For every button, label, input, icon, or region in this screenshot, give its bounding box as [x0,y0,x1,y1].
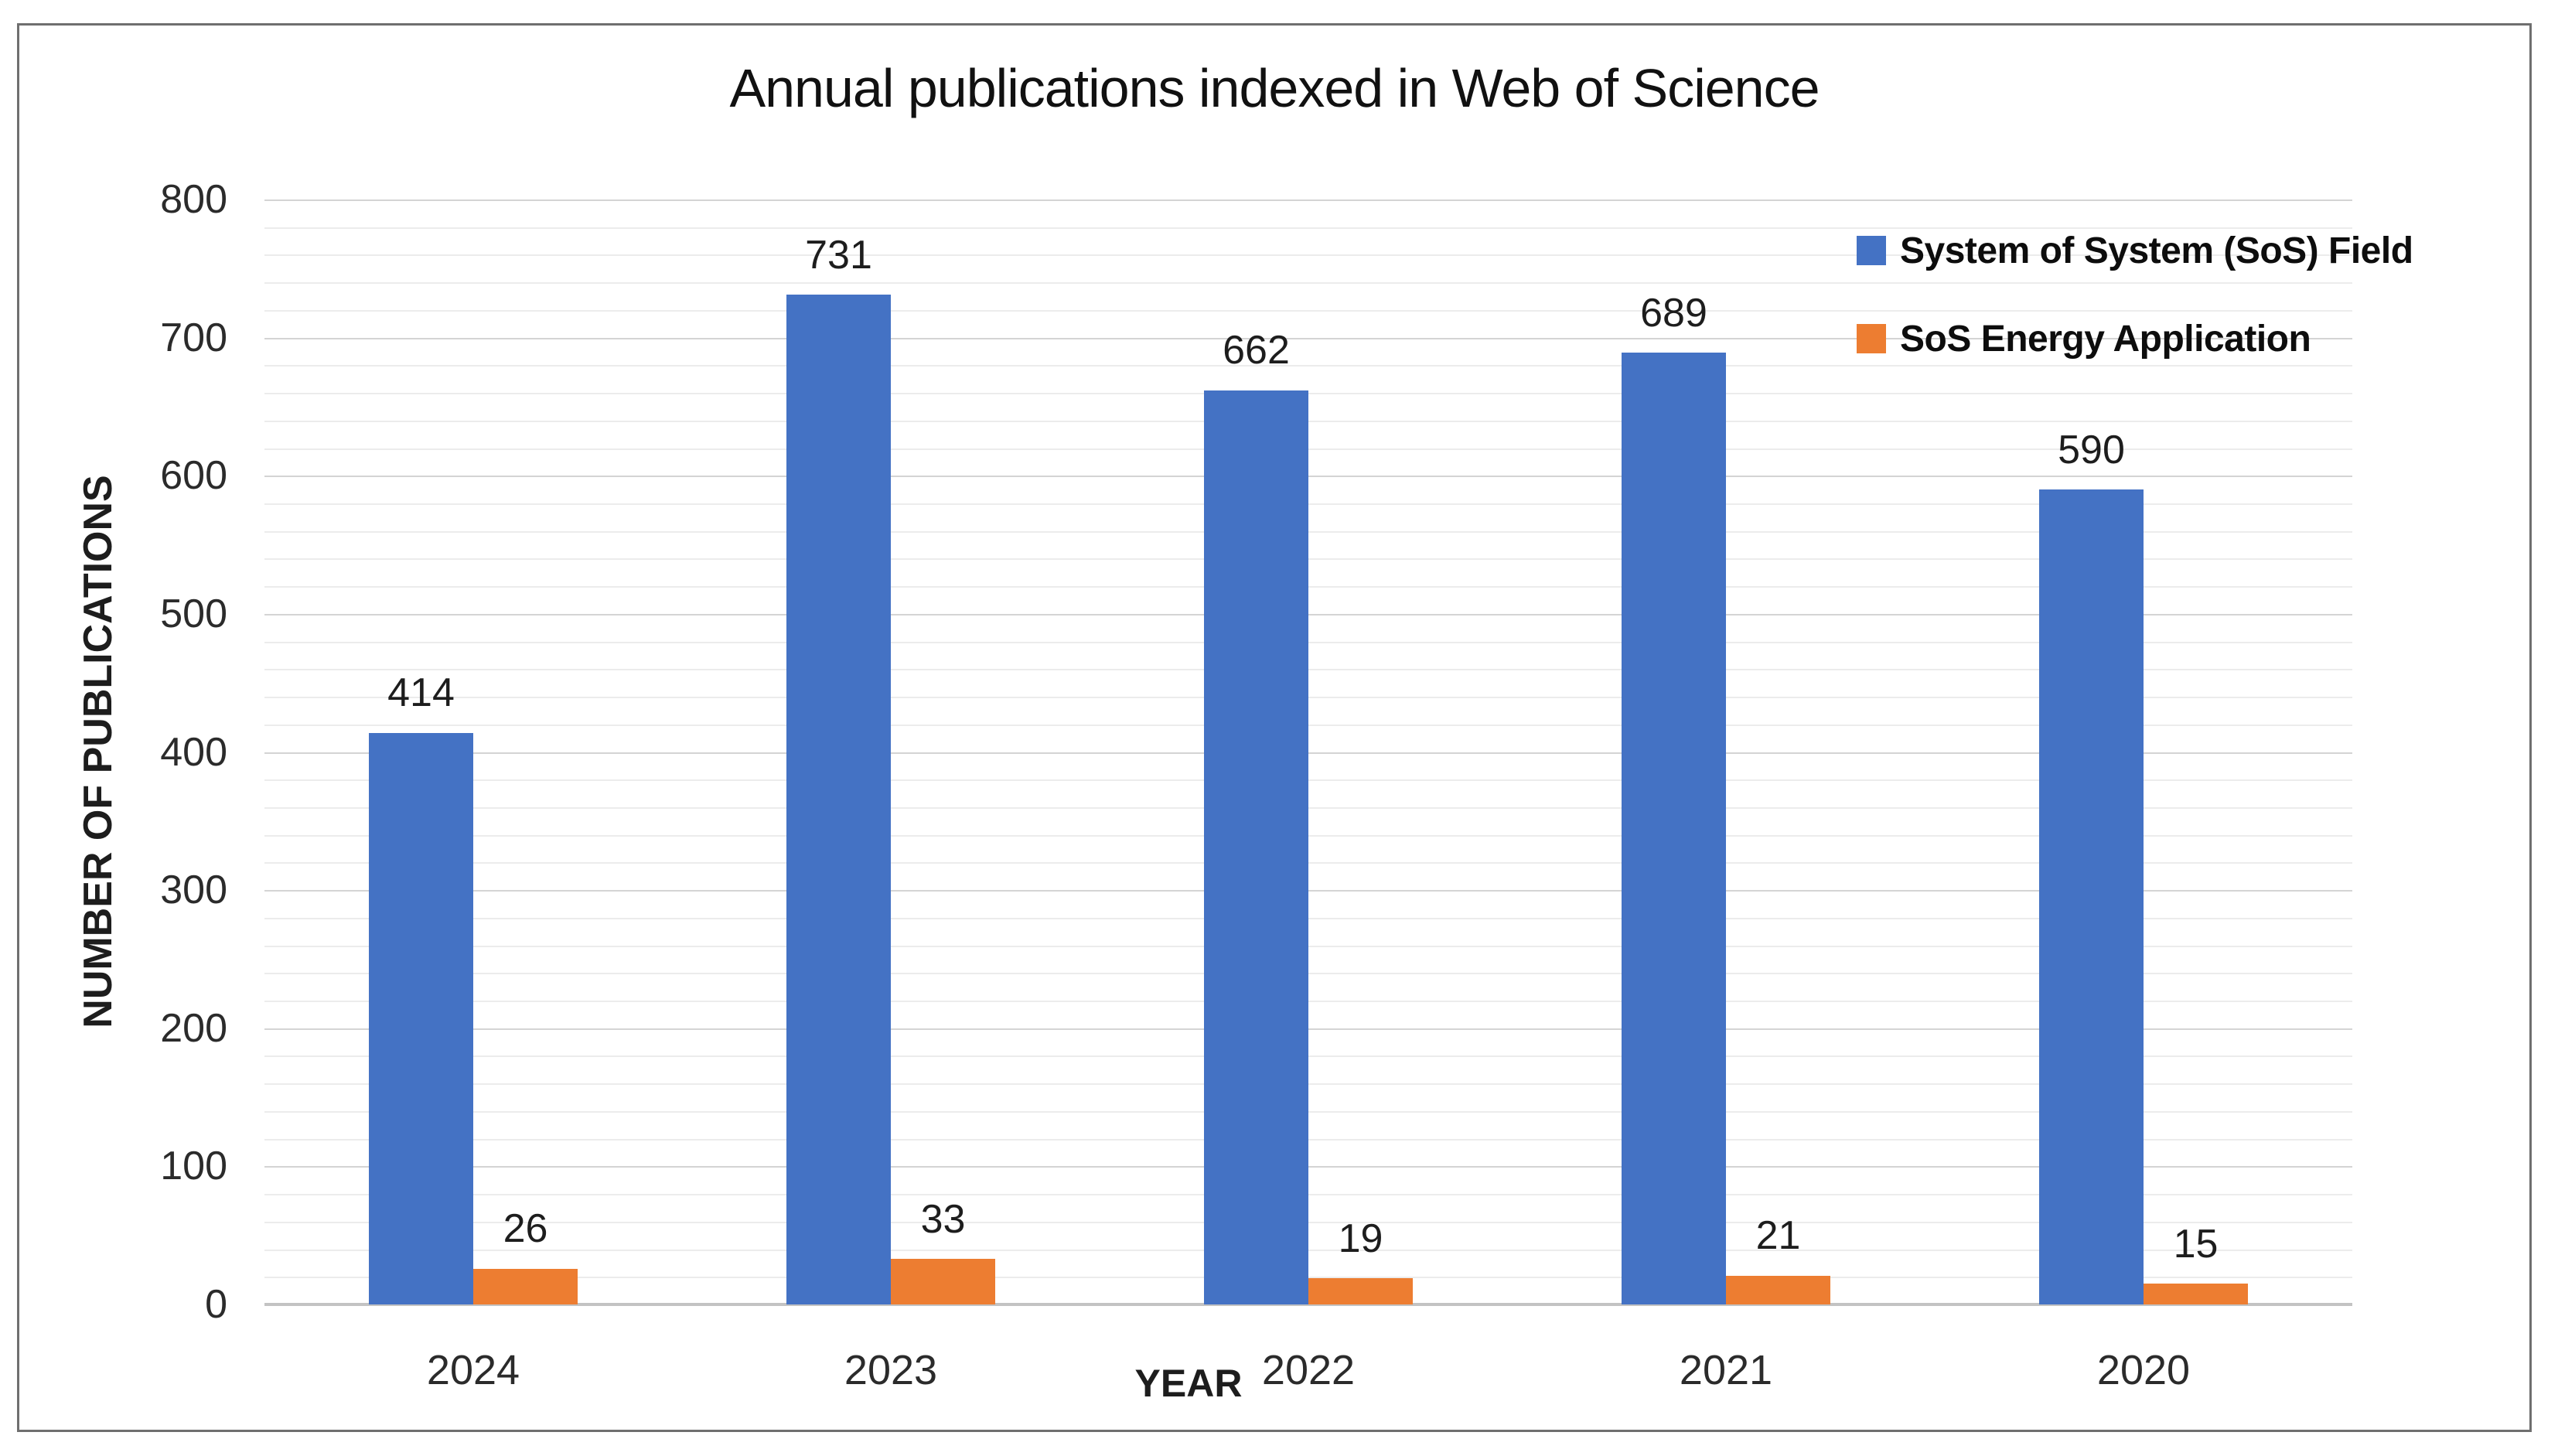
gridline [264,365,2352,367]
bar-sos-field-2022 [1204,390,1308,1304]
gridline [264,254,2352,257]
value-label-sos-energy-2021: 21 [1755,1213,1801,1259]
chart-title: Annual publications indexed in Web of Sc… [729,58,1820,118]
gridline [264,1001,2352,1003]
y-tick-label: 800 [160,177,227,222]
gridline [264,309,2352,312]
gridline [264,1028,2352,1030]
gridline [264,448,2352,450]
y-tick-label: 400 [160,729,227,775]
bar-sos-energy-2022 [1308,1278,1413,1304]
bar-sos-energy-2021 [1726,1275,1830,1304]
bar-sos-field-2024 [369,732,473,1304]
bar-sos-energy-2023 [891,1259,995,1304]
bar-sos-field-2023 [786,295,891,1304]
gridline [264,420,2352,422]
legend-item-sos-field: System of System (SoS) Field [1857,229,2413,272]
value-label-sos-field-2022: 662 [1223,328,1290,373]
bar-sos-energy-2024 [473,1268,578,1304]
gridline [264,862,2352,864]
y-tick-label: 700 [160,315,227,360]
gridline [264,945,2352,947]
y-tick-label: 100 [160,1144,227,1189]
gridline [264,917,2352,919]
y-tick-label: 0 [205,1282,227,1327]
bar-sos-field-2020 [2039,489,2144,1304]
gridline [264,586,2352,588]
gridline [264,1249,2352,1251]
y-tick-label: 300 [160,868,227,913]
x-tick-label-2020: 2020 [2096,1347,2191,1393]
gridline [264,1221,2352,1223]
gridline [264,752,2352,754]
gridline [264,613,2352,615]
gridline [264,890,2352,892]
y-tick-label: 600 [160,453,227,499]
x-tick-label-2024: 2024 [426,1347,520,1393]
gridline [264,530,2352,533]
value-label-sos-energy-2020: 15 [2173,1222,2219,1267]
value-label-sos-energy-2022: 19 [1338,1216,1383,1261]
gridline [264,1166,2352,1168]
x-tick-label-2023: 2023 [844,1347,938,1393]
value-label-sos-energy-2023: 33 [920,1196,966,1242]
value-label-sos-field-2021: 689 [1640,291,1707,336]
gridline [264,393,2352,395]
value-label-sos-field-2023: 731 [805,233,872,278]
legend: System of System (SoS) Field SoS Energy … [1857,229,2413,405]
gridline [264,1055,2352,1058]
gridline [264,282,2352,285]
gridline [264,1110,2352,1113]
gridline [264,806,2352,809]
legend-label-sos-field: System of System (SoS) Field [1900,230,2413,271]
x-axis-title: YEAR [1134,1362,1243,1405]
legend-item-sos-energy: SoS Energy Application [1857,317,2413,360]
gridline [264,199,2352,201]
value-label-sos-field-2024: 414 [387,670,455,716]
x-tick-label-2022: 2022 [1261,1347,1356,1393]
gridline [264,724,2352,726]
y-tick-label: 500 [160,591,227,636]
gridline [264,1083,2352,1086]
gridline [264,1277,2352,1279]
y-tick-label: 200 [160,1005,227,1051]
gridline [264,1194,2352,1196]
x-tick-label-2021: 2021 [1679,1347,1773,1393]
bar-sos-field-2021 [1622,353,1726,1304]
gridline [264,337,2352,339]
gridline [264,973,2352,975]
bar-sos-energy-2020 [2144,1284,2248,1304]
gridline [264,669,2352,671]
x-axis-line [264,1303,2352,1306]
gridline [264,227,2352,229]
gridline [264,641,2352,643]
value-label-sos-field-2020: 590 [2058,427,2125,472]
gridline [264,558,2352,561]
gridline [264,476,2352,478]
legend-swatch-sos-field [1857,236,1886,265]
gridline [264,697,2352,699]
gridline [264,834,2352,837]
legend-swatch-sos-energy [1857,324,1886,353]
gridline [264,1138,2352,1141]
legend-label-sos-energy: SoS Energy Application [1900,318,2311,360]
plot-area: 414 26 731 33 662 19 689 21 590 15 [264,199,2352,1306]
value-label-sos-energy-2024: 26 [503,1206,548,1252]
gridline [264,779,2352,782]
gridline [264,503,2352,505]
